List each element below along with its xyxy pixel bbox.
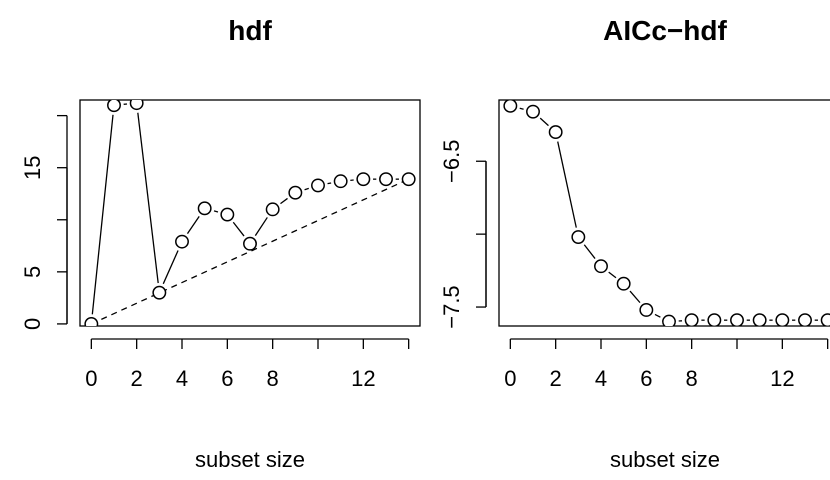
hdf-point <box>380 173 392 185</box>
hdf-segment <box>163 251 178 284</box>
hdf-x-tick-label: 0 <box>85 366 97 391</box>
aicc-hdf-point <box>549 126 561 138</box>
hdf-plot-frame <box>80 100 420 326</box>
hdf-segment <box>92 115 113 314</box>
hdf-segment <box>138 113 158 283</box>
aicc-hdf-point <box>753 314 765 326</box>
aicc-hdf-x-tick-label: 6 <box>640 366 652 391</box>
hdf-x-tick-label: 8 <box>267 366 279 391</box>
hdf-point <box>153 286 165 298</box>
aicc-hdf-panel: AICc−hdf 0 2 4 6 8 12 −7.5 −6.5 subset size <box>439 15 830 472</box>
hdf-point <box>402 173 414 185</box>
aicc-hdf-x-axis-label: subset size <box>610 447 720 472</box>
aicc-hdf-x-tick-label: 2 <box>550 366 562 391</box>
hdf-segment <box>214 211 218 212</box>
aicc-hdf-y-tick-label: −6.5 <box>439 140 464 183</box>
hdf-y-tick-label: 0 <box>20 318 45 330</box>
hdf-point <box>244 238 256 250</box>
hdf-point <box>198 202 210 214</box>
hdf-point <box>312 179 324 191</box>
hdf-title: hdf <box>228 15 272 46</box>
aicc-hdf-title: AICc−hdf <box>603 15 727 46</box>
aicc-hdf-point <box>617 278 629 290</box>
hdf-panel: hdf 0 2 4 6 8 12 0 5 15 subset size <box>20 15 420 472</box>
hdf-point <box>357 173 369 185</box>
hdf-point <box>334 175 346 187</box>
aicc-hdf-plot-area <box>504 100 830 328</box>
aicc-hdf-segment <box>655 314 660 317</box>
hdf-point <box>266 203 278 215</box>
hdf-marks: 0 2 4 6 8 12 0 5 15 <box>20 97 415 391</box>
aicc-hdf-segment <box>609 272 616 278</box>
aicc-hdf-x-tick-label: 8 <box>686 366 698 391</box>
aicc-hdf-x-tick-label: 0 <box>504 366 516 391</box>
aicc-hdf-point <box>663 315 675 327</box>
hdf-plot-area <box>85 97 415 330</box>
aicc-hdf-point <box>685 314 697 326</box>
hdf-point <box>108 99 120 111</box>
hdf-x-axis-label: subset size <box>195 447 305 472</box>
hdf-segment <box>187 216 199 233</box>
hdf-x-tick-label: 6 <box>221 366 233 391</box>
aicc-hdf-x-tick-label: 12 <box>770 366 794 391</box>
hdf-point <box>85 318 97 330</box>
hdf-point <box>176 235 188 247</box>
aicc-hdf-point <box>821 314 830 326</box>
hdf-segment <box>255 217 267 235</box>
aicc-hdf-point <box>708 314 720 326</box>
hdf-point <box>289 186 301 198</box>
hdf-segment <box>328 183 332 184</box>
aicc-hdf-y-tick-label: −7.5 <box>439 285 464 328</box>
hdf-x-tick-label: 4 <box>176 366 188 391</box>
aicc-hdf-point <box>731 314 743 326</box>
hdf-point <box>221 208 233 220</box>
aicc-hdf-x-tick-label: 4 <box>595 366 607 391</box>
hdf-y-tick-label: 15 <box>20 155 45 179</box>
aicc-hdf-point <box>572 231 584 243</box>
hdf-y-tick-label: 5 <box>20 266 45 278</box>
aicc-hdf-point <box>776 314 788 326</box>
aicc-hdf-segment <box>630 291 640 303</box>
hdf-x-tick-label: 12 <box>351 366 375 391</box>
aicc-hdf-segment <box>584 245 595 259</box>
hdf-x-tick-label: 2 <box>131 366 143 391</box>
hdf-segment <box>305 188 309 189</box>
aicc-hdf-segment <box>520 108 524 109</box>
aicc-hdf-segment <box>540 118 548 125</box>
aicc-hdf-segment <box>558 142 577 228</box>
aicc-hdf-plot-frame <box>499 100 830 326</box>
aicc-hdf-point <box>504 100 516 112</box>
aicc-hdf-point <box>640 304 652 316</box>
hdf-reference-line <box>91 179 408 324</box>
aicc-hdf-point <box>799 314 811 326</box>
hdf-segment <box>233 222 244 236</box>
hdf-segment <box>280 198 287 203</box>
hdf-point <box>130 97 142 109</box>
aicc-hdf-marks: 0 2 4 6 8 12 −7.5 −6.5 <box>439 100 830 391</box>
aicc-hdf-point <box>527 105 539 117</box>
aicc-hdf-point <box>595 260 607 272</box>
